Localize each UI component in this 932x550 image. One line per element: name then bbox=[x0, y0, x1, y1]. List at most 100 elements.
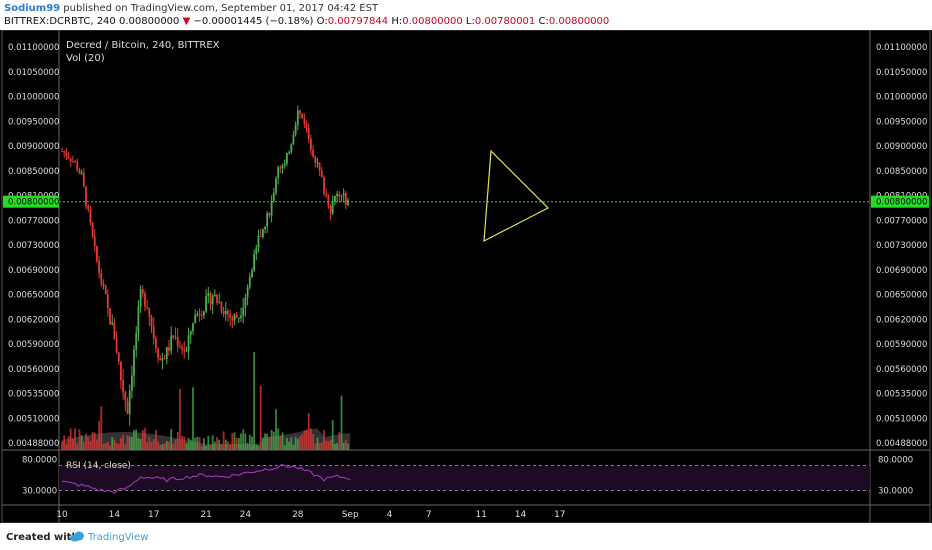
volume-bar bbox=[72, 438, 74, 450]
candle-body bbox=[224, 310, 227, 315]
candle-body bbox=[286, 153, 288, 164]
y-tick-left: 0.00900000 bbox=[8, 142, 59, 152]
y-tick-left: 0.01050000 bbox=[8, 68, 59, 78]
candle-body bbox=[296, 110, 299, 125]
candle-body bbox=[277, 167, 280, 179]
candle-body bbox=[155, 338, 157, 349]
candle-body bbox=[220, 302, 223, 311]
candle-body bbox=[259, 236, 262, 238]
candle-body bbox=[111, 322, 114, 325]
candle-body bbox=[78, 169, 81, 174]
volume-bar bbox=[312, 434, 314, 450]
candle-body bbox=[294, 124, 297, 135]
candles bbox=[61, 105, 349, 426]
candle-body bbox=[279, 167, 282, 169]
volume-bar bbox=[200, 445, 203, 450]
candle-body bbox=[336, 193, 338, 196]
candle-body bbox=[187, 335, 190, 351]
x-tick-label: 7 bbox=[426, 510, 432, 520]
volume-bar bbox=[76, 443, 79, 450]
open-value: 0.00797844 bbox=[327, 16, 389, 27]
candle-body bbox=[100, 273, 103, 284]
volume-bar bbox=[218, 439, 221, 450]
volume-bar bbox=[89, 441, 92, 450]
volume-bar bbox=[126, 435, 129, 450]
candle-body bbox=[248, 277, 251, 288]
y-tick-left: 0.00535000 bbox=[8, 390, 59, 400]
volume-bar bbox=[342, 442, 345, 450]
candle-body bbox=[161, 358, 164, 361]
candle-body bbox=[192, 323, 194, 332]
y-tick-left: 0.01100000 bbox=[8, 43, 59, 53]
volume-bar bbox=[288, 441, 290, 450]
volume-bar bbox=[80, 435, 83, 450]
volume-bar bbox=[181, 435, 183, 450]
volume-bar bbox=[244, 433, 247, 450]
y-tick-right: 0.01000000 bbox=[876, 93, 927, 103]
y-tick-right: 0.00690000 bbox=[876, 266, 927, 276]
volume-bar bbox=[185, 443, 188, 450]
publish-line: Sodium99 published on TradingView.com, S… bbox=[4, 3, 378, 14]
triangle-drawing[interactable] bbox=[483, 149, 550, 243]
chart-header: Sodium99 published on TradingView.com, S… bbox=[0, 0, 932, 30]
volume-bar bbox=[135, 429, 138, 450]
volume-bar bbox=[242, 429, 245, 450]
volume-bar bbox=[344, 439, 347, 450]
y-tick-right: 0.01100000 bbox=[876, 43, 927, 53]
volume-bar bbox=[161, 444, 164, 450]
candle-body bbox=[181, 347, 183, 350]
candle-body bbox=[93, 236, 96, 246]
x-tick-label: Sep bbox=[342, 510, 359, 520]
candle-body bbox=[292, 134, 295, 145]
candle-body bbox=[329, 205, 332, 214]
current-price-line: 0.00800000 0.00800000 bbox=[3, 195, 929, 208]
open-label: O: bbox=[316, 16, 328, 27]
volume-bar bbox=[128, 436, 131, 450]
candle-body bbox=[240, 315, 242, 318]
y-tick-left: 0.00620000 bbox=[8, 315, 59, 325]
candle-body bbox=[305, 124, 308, 129]
volume-bar bbox=[294, 436, 297, 450]
volume-bar bbox=[316, 437, 319, 450]
candle-body bbox=[203, 311, 205, 316]
volume-bar bbox=[303, 430, 306, 450]
candle-body bbox=[312, 149, 314, 157]
y-tick-left: 0.00488000 bbox=[8, 439, 59, 449]
tradingview-link[interactable]: TradingView bbox=[88, 532, 149, 543]
candle-body bbox=[281, 165, 284, 169]
volume-bar bbox=[144, 428, 146, 450]
author-name[interactable]: Sodium99 bbox=[4, 3, 61, 14]
volume-bar bbox=[299, 436, 301, 450]
rsi-band bbox=[59, 465, 870, 491]
y-tick-right: 0.00950000 bbox=[876, 117, 927, 127]
candle-body bbox=[238, 317, 240, 319]
close-label: C: bbox=[538, 16, 549, 27]
high-label: H: bbox=[391, 16, 403, 27]
candle-body bbox=[307, 128, 310, 139]
candle-body bbox=[227, 310, 229, 315]
volume-bar bbox=[115, 443, 118, 450]
x-tick-label: 17 bbox=[554, 510, 565, 520]
volume-bar bbox=[176, 431, 179, 450]
volume-bar bbox=[331, 420, 334, 450]
x-tick-label: 24 bbox=[240, 510, 252, 520]
candle-body bbox=[316, 162, 319, 164]
volume-bar bbox=[209, 444, 212, 450]
x-tick-label: 14 bbox=[109, 510, 121, 520]
candle-body bbox=[331, 202, 334, 214]
y-tick-left: 0.00590000 bbox=[8, 340, 59, 350]
volume-bar bbox=[157, 441, 159, 450]
candle-body bbox=[255, 247, 258, 255]
candle-body bbox=[327, 195, 330, 206]
candle-body bbox=[91, 222, 94, 237]
candle-body bbox=[146, 306, 148, 308]
volume-bar bbox=[100, 406, 103, 450]
candle-body bbox=[126, 401, 129, 414]
volume-bar bbox=[174, 439, 177, 450]
price-chart[interactable]: Decred / Bitcoin, 240, BITTREX Vol (20) … bbox=[0, 30, 932, 523]
candle-body bbox=[264, 226, 266, 230]
candle-body bbox=[338, 193, 341, 197]
y-tick-left: 0.00560000 bbox=[8, 365, 59, 375]
volume-bars bbox=[61, 352, 351, 450]
candle-body bbox=[207, 293, 210, 296]
